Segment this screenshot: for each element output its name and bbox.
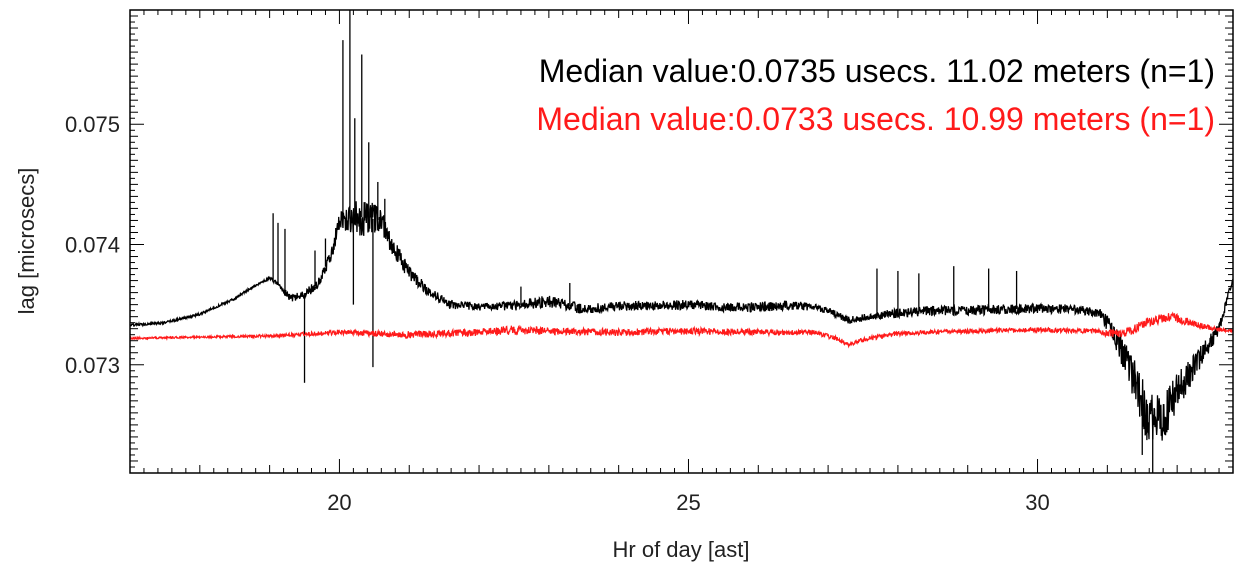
- plot-frame: [129, 9, 1234, 474]
- label-layer: 20 25 30 0.073 0.074 0.075: [65, 112, 1050, 515]
- x-tick-label: 25: [676, 490, 700, 515]
- x-tick-label: 30: [1025, 490, 1049, 515]
- y-axis-title: lag [microsecs]: [14, 168, 39, 315]
- x-axis-title: Hr of day [ast]: [613, 537, 750, 562]
- median-annotation-red: Median value:0.0733 usecs. 10.99 meters …: [536, 101, 1215, 137]
- y-tick-label: 0.073: [65, 353, 120, 378]
- median-annotation-black: Median value:0.0735 usecs. 11.02 meters …: [539, 53, 1215, 89]
- series-1: [129, 311, 1234, 349]
- series-0-line: [129, 201, 1234, 441]
- series-layer: [129, 10, 1234, 473]
- series-0: [129, 10, 1234, 473]
- series-1-line: [129, 311, 1234, 349]
- tick-layer: [129, 9, 1234, 474]
- y-tick-label: 0.075: [65, 112, 120, 137]
- x-tick-label: 20: [327, 490, 351, 515]
- y-tick-label: 0.074: [65, 233, 120, 258]
